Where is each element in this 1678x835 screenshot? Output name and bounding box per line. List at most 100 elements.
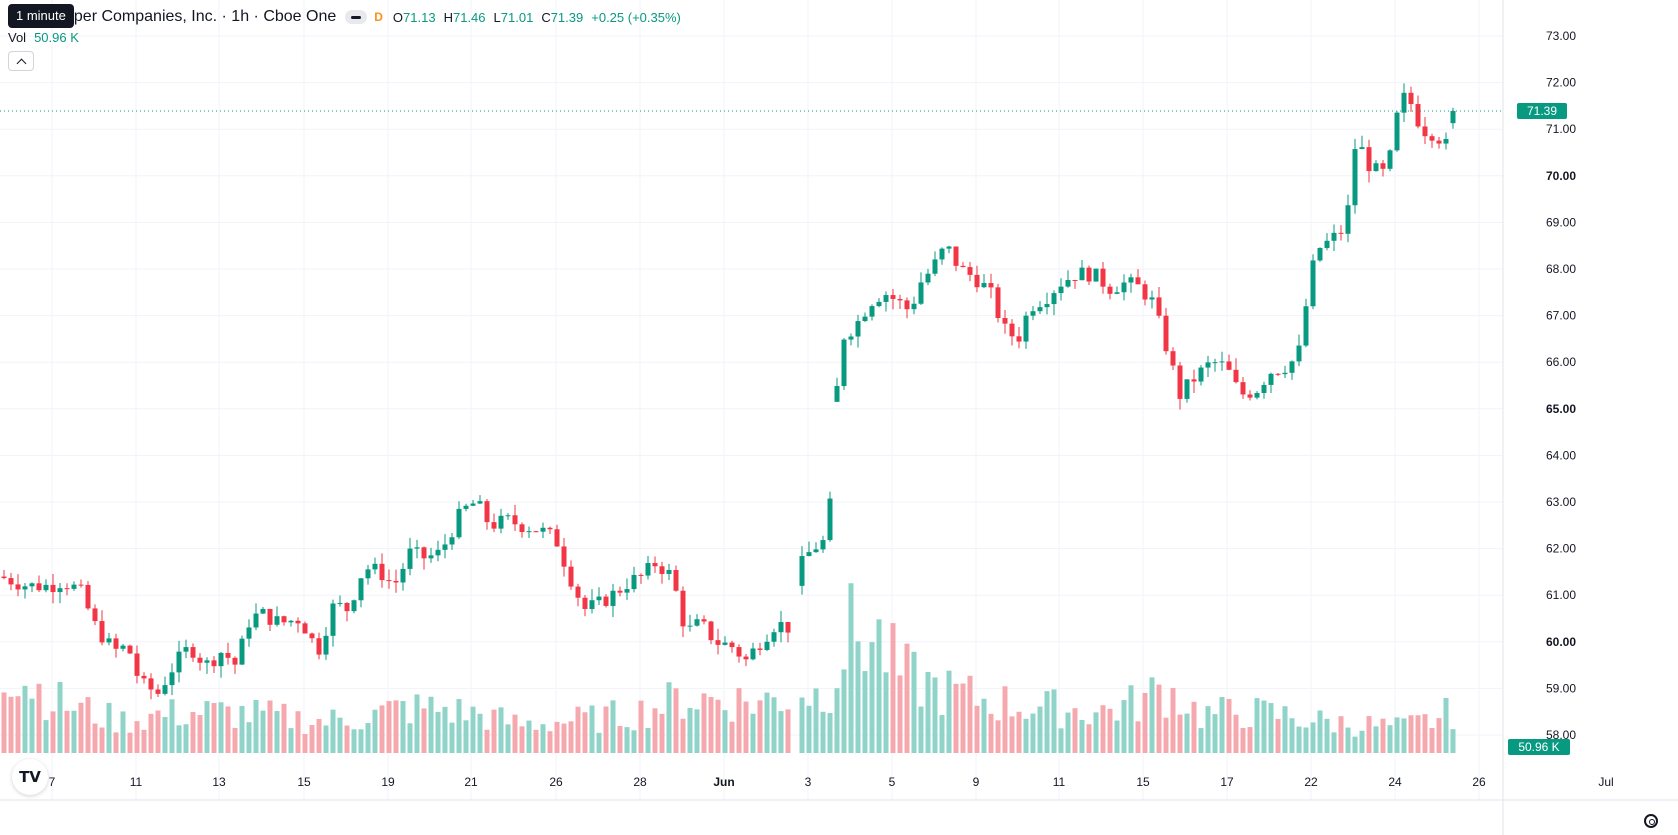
price-tick-label: 63.00 xyxy=(1546,495,1576,509)
candle xyxy=(1366,139,1372,183)
candle xyxy=(470,499,476,507)
volume-bar xyxy=(1394,717,1400,753)
candle-body xyxy=(379,563,385,581)
candle xyxy=(1254,391,1260,400)
candle-body xyxy=(575,586,581,598)
candle-body xyxy=(1387,150,1393,169)
candle-body xyxy=(1303,306,1309,346)
candle xyxy=(1065,270,1071,288)
candle xyxy=(1282,365,1288,378)
candle-body xyxy=(918,282,924,304)
candle xyxy=(127,644,133,655)
candle-body xyxy=(99,621,105,643)
change-value: +0.25 (+0.35%) xyxy=(591,9,681,25)
volume-bar xyxy=(925,672,931,753)
volume-bar xyxy=(967,675,973,753)
volume-bar xyxy=(1051,689,1057,753)
candle xyxy=(540,522,546,539)
volume-bar xyxy=(666,682,672,753)
candle-body xyxy=(1044,304,1050,308)
volume-bar xyxy=(498,707,504,753)
volume-bar xyxy=(316,718,322,753)
candle xyxy=(1016,327,1022,349)
volume-bar xyxy=(708,697,714,753)
candle-body xyxy=(246,627,252,639)
candle xyxy=(267,608,273,632)
candle xyxy=(547,526,553,534)
candle-body xyxy=(183,647,189,652)
volume-bar xyxy=(589,705,595,753)
time-tick-label: 5 xyxy=(889,775,896,789)
volume-bar xyxy=(1261,700,1267,753)
volume-bar xyxy=(1016,711,1022,753)
candle xyxy=(659,561,665,584)
volume-bar xyxy=(1191,701,1197,753)
candle xyxy=(421,546,427,570)
candle xyxy=(15,574,21,597)
low-value: 71.01 xyxy=(500,9,534,25)
candle-body xyxy=(666,569,672,574)
candle-body xyxy=(78,584,84,586)
volume-bar xyxy=(78,702,84,753)
volume-bar xyxy=(302,733,308,753)
candle xyxy=(253,603,259,631)
candle-body xyxy=(1079,267,1085,281)
candle xyxy=(92,604,98,626)
candle-body xyxy=(162,685,168,694)
close-value: 71.39 xyxy=(550,9,584,25)
candle-body xyxy=(491,522,497,529)
collapse-legend-button[interactable] xyxy=(8,51,34,71)
candle xyxy=(463,503,469,512)
volume-bar xyxy=(582,712,588,753)
minus-pill-icon[interactable] xyxy=(345,10,368,24)
volume-bar xyxy=(834,688,840,753)
candle-body xyxy=(64,588,70,590)
volume-bar xyxy=(1436,718,1442,753)
candle-body xyxy=(1331,232,1337,241)
candle xyxy=(1289,360,1295,380)
time-tick-label: 17 xyxy=(1220,775,1234,789)
volume-bar xyxy=(757,700,763,753)
candle xyxy=(617,586,623,597)
volume-bar xyxy=(778,711,784,753)
volume-bar xyxy=(1065,712,1071,753)
candle xyxy=(785,622,791,643)
gear-icon[interactable] xyxy=(1644,814,1658,828)
candle xyxy=(771,628,777,647)
tradingview-logo-icon[interactable]: TV xyxy=(12,759,48,795)
volume-bar xyxy=(1373,726,1379,753)
price-tick-label: 73.00 xyxy=(1546,29,1576,43)
time-tick-label: 24 xyxy=(1388,775,1402,789)
candle xyxy=(78,579,84,588)
price-tick-label: 71.00 xyxy=(1546,122,1576,136)
candle-body xyxy=(498,515,504,529)
volume-label[interactable]: Vol xyxy=(8,30,27,45)
volume-bar xyxy=(421,708,427,753)
candle xyxy=(1184,379,1190,403)
candle-body xyxy=(218,652,224,667)
volume-bar xyxy=(1002,686,1008,753)
time-tick-label: 9 xyxy=(973,775,980,789)
volume-bar xyxy=(141,729,147,753)
volume-bar xyxy=(764,692,770,753)
symbol-title[interactable]: oper Companies, Inc. · 1h · Cboe One xyxy=(65,8,337,25)
candle xyxy=(1177,361,1183,410)
volume-bar xyxy=(1324,718,1330,753)
candle xyxy=(400,563,406,591)
candle-body xyxy=(1072,280,1078,282)
price-tick-label: 60.00 xyxy=(1546,635,1576,649)
candle-body xyxy=(813,549,819,553)
volume-bar xyxy=(1296,726,1302,753)
candle-body xyxy=(456,508,462,538)
volume-bar xyxy=(1135,721,1141,753)
candle-body xyxy=(806,552,812,557)
candle-body xyxy=(148,678,154,690)
candle xyxy=(869,304,875,321)
volume-bar xyxy=(435,711,441,753)
volume-bar xyxy=(162,717,168,753)
candle-body xyxy=(876,301,882,307)
candle xyxy=(1359,135,1365,150)
candle xyxy=(519,522,525,538)
candle-body xyxy=(1163,315,1169,352)
